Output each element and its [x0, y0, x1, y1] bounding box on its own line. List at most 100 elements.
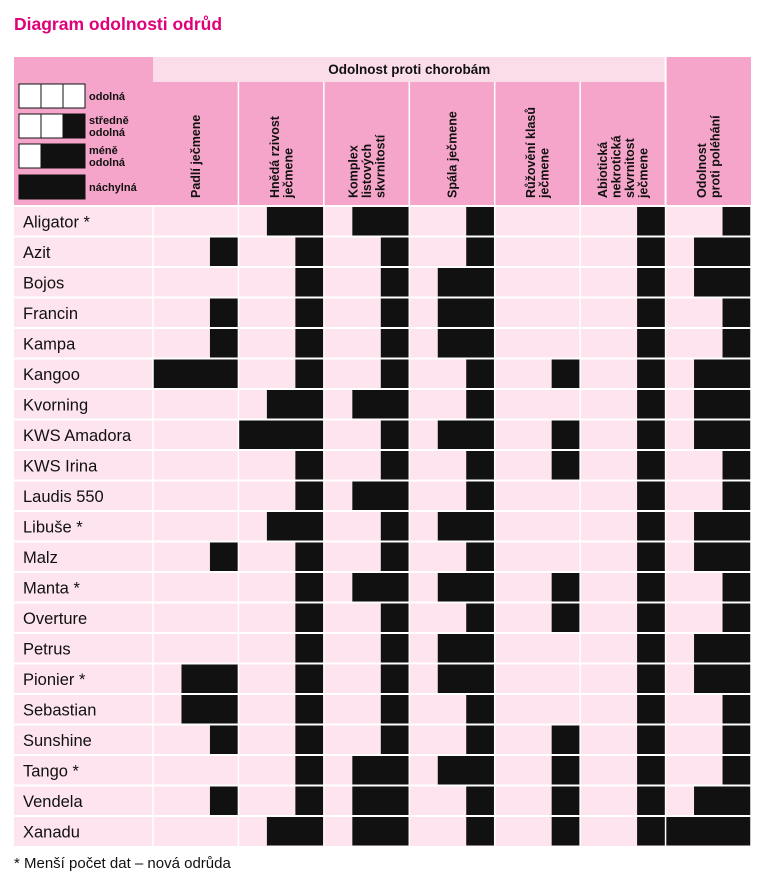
resistance-bar — [722, 298, 751, 327]
resistance-bar — [466, 207, 495, 236]
legend-swatch-segment — [40, 174, 64, 200]
variety-name: KWS Irina — [23, 457, 98, 475]
resistance-bar — [380, 451, 410, 480]
legend-swatch-segment — [18, 113, 42, 139]
variety-name: Kvorning — [23, 396, 88, 414]
variety-name: Sunshine — [23, 732, 92, 750]
variety-name: Laudis 550 — [23, 488, 104, 506]
resistance-bar — [181, 664, 239, 693]
resistance-bar — [637, 817, 666, 846]
variety-name: Vendela — [23, 793, 83, 811]
variety-name: KWS Amadora — [23, 427, 132, 445]
resistance-bar — [637, 603, 666, 632]
resistance-bar — [637, 573, 666, 602]
variety-name: Aligator * — [23, 213, 91, 231]
resistance-bar — [637, 512, 666, 541]
resistance-bar — [722, 603, 751, 632]
resistance-bar — [266, 817, 324, 846]
resistance-bar — [722, 481, 751, 510]
resistance-bar — [637, 634, 666, 663]
resistance-bar — [380, 664, 410, 693]
resistance-bar — [380, 420, 410, 449]
resistance-bar — [295, 725, 324, 754]
resistance-bar — [380, 237, 410, 266]
resistance-bar — [466, 359, 495, 388]
legend-label: středně — [89, 115, 129, 127]
resistance-bar — [551, 756, 581, 785]
resistance-bar — [437, 329, 495, 358]
resistance-bar — [238, 420, 324, 449]
resistance-bar — [266, 207, 324, 236]
resistance-bar — [380, 634, 410, 663]
variety-name: Tango * — [23, 762, 80, 780]
resistance-bar — [722, 725, 751, 754]
legend-label: odolná — [89, 127, 126, 139]
resistance-bar — [551, 603, 581, 632]
resistance-bar — [352, 481, 410, 510]
legend-swatch-segment — [40, 113, 64, 139]
column-label: listových — [360, 144, 374, 198]
resistance-bar — [637, 481, 666, 510]
resistance-bar — [637, 756, 666, 785]
resistance-bar — [437, 268, 495, 297]
resistance-bar — [181, 695, 239, 724]
resistance-bar — [466, 390, 495, 419]
resistance-bar — [637, 298, 666, 327]
resistance-bar — [295, 268, 324, 297]
resistance-bar — [694, 420, 751, 449]
variety-name: Malz — [23, 549, 58, 567]
resistance-bar — [295, 481, 324, 510]
header-group-label: Odolnost proti chorobám — [328, 62, 490, 77]
resistance-bar — [637, 207, 666, 236]
resistance-bar — [380, 359, 410, 388]
resistance-bar — [694, 542, 751, 571]
resistance-bar — [637, 390, 666, 419]
resistance-bar — [153, 359, 239, 388]
column-label: nekrotická — [610, 135, 624, 198]
resistance-bar — [637, 664, 666, 693]
column-label: skvrnitostí — [374, 134, 388, 198]
resistance-bar — [637, 695, 666, 724]
resistance-bar — [637, 542, 666, 571]
legend-swatch-segment — [18, 83, 42, 109]
resistance-bar — [466, 817, 495, 846]
column-label: Růžovění klasů — [524, 107, 538, 198]
column-label: ječmene — [637, 148, 651, 199]
resistance-bar — [694, 359, 751, 388]
variety-name: Manta * — [23, 579, 80, 597]
variety-name: Kangoo — [23, 366, 80, 384]
resistance-bar — [466, 725, 495, 754]
resistance-bar — [694, 237, 751, 266]
legend-label: méně — [89, 145, 118, 157]
resistance-bar — [352, 786, 410, 815]
resistance-bar — [295, 329, 324, 358]
legend-swatch-segment — [62, 174, 86, 200]
resistance-bar — [722, 573, 751, 602]
resistance-bar — [637, 786, 666, 815]
resistance-bar — [295, 634, 324, 663]
resistance-bar — [694, 268, 751, 297]
column-label: proti poléhání — [709, 115, 723, 198]
lodging-header-panel — [665, 57, 751, 206]
resistance-bar — [637, 420, 666, 449]
resistance-bar — [437, 573, 495, 602]
resistance-bar — [266, 512, 324, 541]
resistance-bar — [209, 298, 239, 327]
legend-swatch-segment — [62, 143, 86, 169]
resistance-bar — [352, 817, 410, 846]
resistance-bar — [694, 786, 751, 815]
variety-name: Francin — [23, 305, 78, 323]
resistance-bar — [637, 237, 666, 266]
variety-name: Azit — [23, 244, 51, 262]
column-label: Hnědá rzivost — [268, 115, 282, 198]
resistance-bar — [551, 420, 581, 449]
resistance-bar — [694, 664, 751, 693]
resistance-bar — [380, 512, 410, 541]
resistance-bar — [380, 725, 410, 754]
resistance-bar — [380, 329, 410, 358]
resistance-bar — [722, 207, 751, 236]
legend-swatch-segment — [18, 174, 42, 200]
resistance-bar — [665, 817, 751, 846]
resistance-bar — [466, 542, 495, 571]
column-label: Komplex — [347, 145, 361, 198]
